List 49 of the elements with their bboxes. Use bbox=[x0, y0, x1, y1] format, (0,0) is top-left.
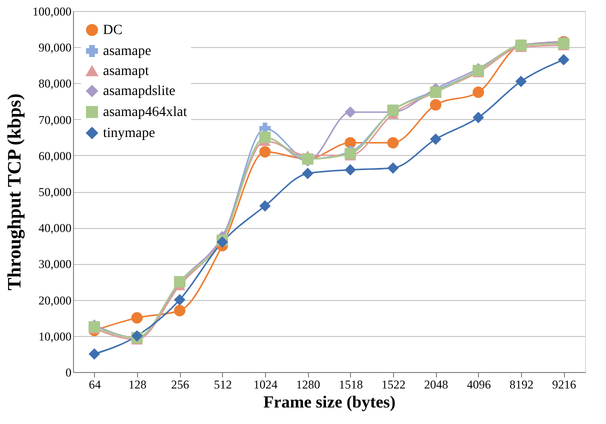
point bbox=[344, 137, 356, 148]
x-tick-label: 8192 bbox=[510, 378, 534, 392]
y-tick-label: 40,000 bbox=[38, 221, 72, 236]
x-tick-label: 1024 bbox=[254, 378, 278, 392]
legend-label: tinymape bbox=[103, 126, 156, 141]
x-tick-label: 1522 bbox=[382, 378, 406, 392]
point bbox=[259, 200, 271, 212]
point bbox=[387, 162, 399, 174]
x-tick-label: 128 bbox=[128, 378, 146, 392]
x-tick-label: 2048 bbox=[424, 378, 448, 392]
y-tick-label: 80,000 bbox=[38, 76, 72, 91]
y-tick-label: 30,000 bbox=[38, 257, 72, 272]
point bbox=[344, 106, 356, 118]
y-tick-label: 100,000 bbox=[32, 4, 72, 18]
point bbox=[430, 99, 442, 111]
point bbox=[174, 304, 186, 316]
legend-label: asamapt bbox=[103, 64, 149, 79]
y-tick-label: 10,000 bbox=[38, 329, 72, 344]
y-axis-title: Throughput TCP (kbps) bbox=[4, 94, 26, 290]
x-tick-label: 64 bbox=[88, 378, 101, 392]
legend-label: asamap464xlat bbox=[103, 105, 188, 120]
y-tick-label: 90,000 bbox=[38, 40, 72, 55]
y-tick-label: 70,000 bbox=[38, 112, 72, 127]
point bbox=[131, 312, 143, 324]
legend-label: asamapdslite bbox=[103, 84, 176, 99]
point bbox=[515, 76, 527, 88]
x-tick-label: 512 bbox=[214, 378, 232, 392]
point bbox=[344, 164, 356, 176]
point bbox=[259, 146, 271, 158]
y-tick-label: 0 bbox=[66, 366, 72, 380]
legend-label: asamape bbox=[103, 44, 152, 59]
point bbox=[88, 348, 100, 360]
legend-label: DC bbox=[103, 23, 122, 38]
x-axis-title: Frame size (bytes) bbox=[263, 392, 396, 412]
y-tick-label: 60,000 bbox=[38, 148, 72, 163]
point bbox=[387, 137, 399, 148]
y-tick-label: 50,000 bbox=[38, 185, 72, 199]
point bbox=[302, 168, 314, 180]
point bbox=[472, 86, 484, 98]
x-tick-label: 4096 bbox=[466, 378, 491, 392]
x-tick-label: 9216 bbox=[552, 378, 576, 392]
y-tick-label: 20,000 bbox=[38, 293, 72, 308]
x-tick-label: 1280 bbox=[296, 378, 320, 392]
x-tick-label: 1518 bbox=[338, 378, 363, 392]
point bbox=[430, 133, 442, 145]
x-tick-label: 256 bbox=[171, 378, 190, 392]
point bbox=[558, 54, 570, 66]
point bbox=[472, 112, 484, 124]
point bbox=[174, 294, 186, 306]
